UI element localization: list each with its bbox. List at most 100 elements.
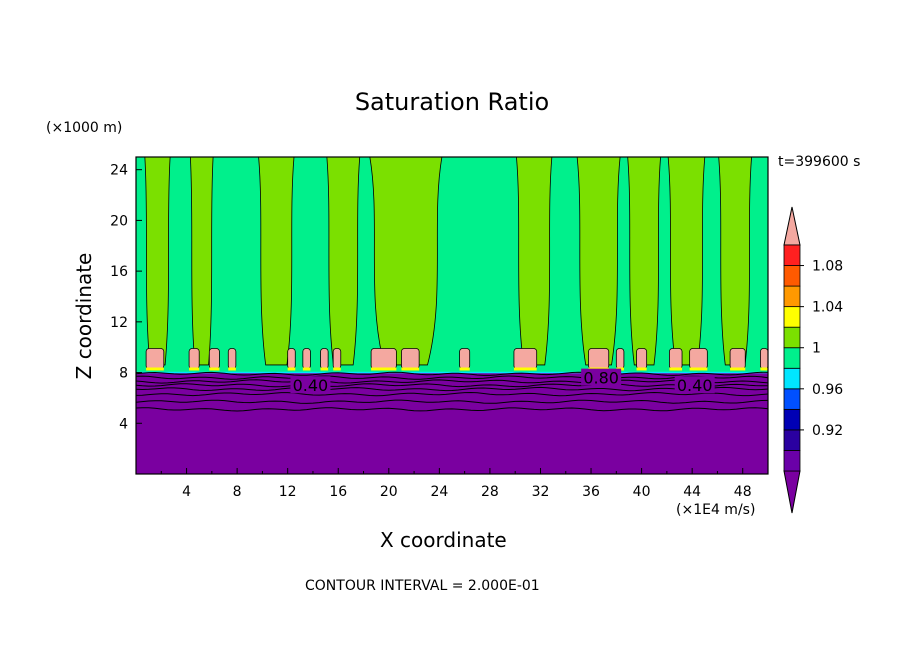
colorbar-band [783, 388, 801, 410]
chart-title: Saturation Ratio [354, 88, 550, 116]
plume-region [576, 157, 621, 366]
colorbar-band [783, 408, 801, 431]
y-tick-label: 4 [119, 416, 128, 432]
peak-cell [287, 348, 296, 370]
x-tick-label: 32 [532, 484, 550, 500]
colorbar-band [783, 429, 801, 451]
colorbar-band [783, 265, 801, 287]
x-axis-unit: (×1E4 m/s) [676, 502, 756, 518]
contour-line [136, 371, 768, 376]
contour-label-mask [581, 368, 622, 386]
colorbar-band [783, 326, 801, 349]
plume-region [627, 157, 661, 366]
colorbar-band [783, 450, 801, 472]
peak-cell [513, 348, 538, 370]
colorbar-label: 1.04 [812, 300, 843, 316]
contour-label: 0.40 [293, 376, 329, 395]
plume-region [144, 157, 171, 366]
colorbar-label: 0.96 [812, 382, 843, 398]
peak-cell [615, 348, 625, 370]
peak-cell [302, 348, 311, 370]
peak-cell [370, 348, 397, 370]
peak-cell-rim [730, 367, 746, 371]
peak-cell-rim [459, 367, 470, 371]
contour-line [136, 379, 768, 384]
contour-line [136, 399, 768, 404]
contour-label: 0.40 [677, 376, 713, 395]
peak-cell-rim [320, 367, 329, 371]
x-tick-label: 44 [683, 484, 701, 500]
peak-cell-rim [513, 367, 537, 371]
peak-cell [588, 348, 610, 370]
peak-cell [145, 348, 165, 370]
y-tick-label: 12 [110, 315, 128, 331]
peak-cell [208, 348, 220, 370]
plume-region [369, 157, 443, 366]
y-tick-label: 8 [119, 366, 128, 382]
peak-cell-rim [228, 367, 236, 371]
peak-cell-rim [209, 367, 220, 371]
y-axis-unit: (×1000 m) [46, 120, 123, 136]
peak-cell-rim [146, 367, 164, 371]
x-tick-label: 8 [233, 484, 242, 500]
plot-frame [135, 156, 769, 475]
time-stamp: t=399600 s [778, 154, 861, 170]
peak-cell-rim [333, 367, 341, 371]
peak-cell-rim [760, 367, 768, 371]
colorbar-band [783, 244, 801, 266]
y-tick-label: 24 [110, 163, 128, 179]
plume-region [189, 157, 214, 366]
x-tick-label: 24 [430, 484, 448, 500]
contour-label: 0.80 [583, 369, 619, 388]
colorbar-low-arrow [783, 470, 801, 514]
peak-cell-rim [636, 367, 647, 371]
peak-cell-rim [189, 367, 200, 371]
colorbar-label: 1 [812, 341, 821, 357]
colorbar: 1.08 1.04 1 0.96 0.92 [783, 206, 843, 514]
plume-region [718, 157, 752, 366]
x-tick-label: 40 [633, 484, 651, 500]
peak-cell [188, 348, 200, 370]
plume-region [667, 157, 706, 366]
peak-cell-rim [669, 367, 683, 371]
peak-cell [401, 348, 420, 370]
colorbar-label: 1.08 [812, 259, 843, 275]
peak-cell [320, 348, 329, 370]
colorbar-band [783, 347, 801, 369]
x-tick-label: 20 [380, 484, 398, 500]
x-axis-label: X coordinate [380, 528, 507, 552]
colorbar-label: 0.92 [812, 423, 843, 439]
peak-cell [669, 348, 683, 370]
peak-cell [689, 348, 708, 370]
contour-label-mask [290, 376, 331, 394]
dry-layer-field [136, 372, 768, 474]
x-tick-label: 4 [182, 484, 191, 500]
plume-region [258, 157, 295, 366]
peak-cell [636, 348, 648, 370]
contour-line [136, 391, 768, 397]
contour-fields [136, 157, 768, 474]
colorbar-band [783, 285, 801, 308]
peak-cell-rim [302, 367, 311, 371]
peak-cell [332, 348, 342, 370]
contour-interval-note: CONTOUR INTERVAL = 2.000E-01 [305, 578, 540, 594]
peak-cell [227, 348, 237, 370]
peak-cell [760, 348, 768, 370]
x-tick-label: 36 [582, 484, 600, 500]
y-tick-label: 16 [110, 264, 128, 280]
plume-region [326, 157, 361, 366]
x-tick-label: 16 [329, 484, 347, 500]
contour-line [136, 407, 768, 412]
y-tick-label: 20 [110, 213, 128, 229]
x-tick-label: 28 [481, 484, 499, 500]
peak-cell [459, 348, 471, 370]
colorbar-band [783, 367, 801, 390]
peak-cell-rim [371, 367, 397, 371]
contour-lines: 0.40 0.40 0.80 [136, 368, 768, 412]
peak-cell-rim [401, 367, 420, 371]
peak-cell-rim [689, 367, 708, 371]
contour-line [136, 386, 768, 392]
contour-label-mask [674, 376, 715, 394]
colorbar-high-arrow [783, 206, 801, 246]
